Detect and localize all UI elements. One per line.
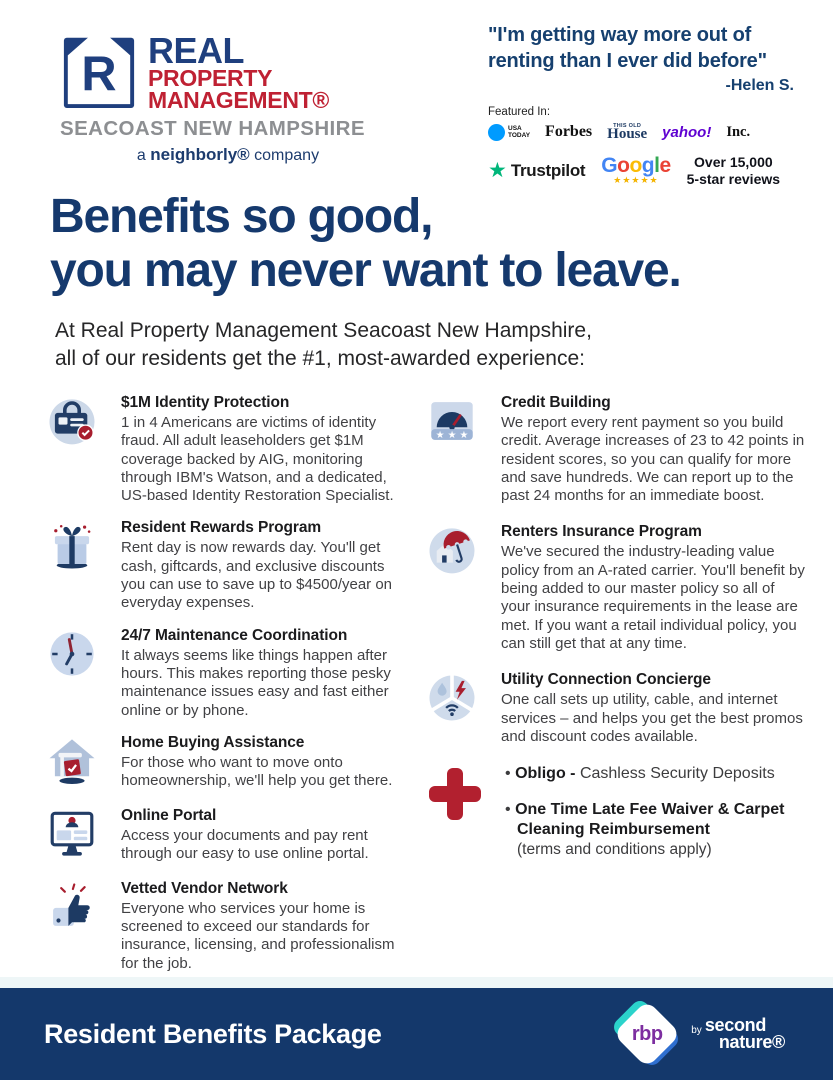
yahoo-logo: yahoo! — [662, 123, 712, 141]
this-old-house-logo: THIS OLD House — [607, 122, 648, 143]
brand-name: REAL PROPERTY MANAGEMENT® — [148, 30, 330, 114]
by-label: by — [691, 1024, 702, 1036]
benefit-body: One call sets up utility, cable, and int… — [501, 691, 803, 745]
benefit-title: 24/7 Maintenance Coordination — [121, 626, 348, 644]
benefit-body: Everyone who services your home is scree… — [121, 899, 395, 972]
hero-headline: Benefits so good, you may never want to … — [50, 190, 682, 298]
forbes-logo: Forbes — [545, 123, 593, 140]
footer-divider — [0, 977, 833, 988]
benefit-body: Access your documents and pay rent throu… — [121, 826, 369, 863]
benefit-title: Resident Rewards Program — [121, 519, 322, 537]
reviews-count: Over 15,000 5-star reviews — [686, 154, 781, 187]
svg-text:★ ★ ★: ★ ★ ★ — [436, 430, 469, 441]
brand-name-management: MANAGEMENT® — [148, 87, 330, 114]
benefit-vendor-network: Vetted Vendor Network Everyone who servi… — [45, 880, 409, 973]
benefit-body: We've secured the industry-leading value… — [501, 543, 805, 652]
thumbs-up-icon — [45, 880, 101, 973]
brand-tagline: a neighborly® company — [136, 145, 320, 164]
benefit-renters-insurance: Renters Insurance Program We've secured … — [425, 523, 807, 653]
benefit-body: Rent day is now rewards day. You'll get … — [121, 539, 393, 612]
benefit-identity-protection: $1M Identity Protection 1 in 4 Americans… — [45, 394, 409, 505]
extra-waiver-note: (terms and conditions apply) — [517, 841, 712, 859]
rpm-house-r-icon: R — [63, 28, 135, 108]
benefit-online-portal: Online Portal Access your documents and … — [45, 807, 409, 866]
umbrella-house-icon — [425, 523, 481, 653]
utilities-icon — [425, 671, 481, 746]
testimonial-attribution: -Helen S. — [725, 77, 794, 94]
credit-gauge-icon: ★ ★ ★ — [425, 394, 481, 505]
trustpilot-logo: ★ Trustpilot — [488, 159, 586, 183]
testimonial-quote: "I'm getting way more out of renting tha… — [488, 24, 767, 72]
rewards-gift-icon — [45, 519, 101, 612]
featured-in-label: Featured In: — [488, 106, 551, 118]
extra-item-waiver: • One Time Late Fee Waiver & Carpet Clea… — [505, 800, 807, 859]
benefit-title: Credit Building — [501, 394, 611, 411]
trustpilot-star-icon: ★ — [488, 159, 507, 183]
benefit-body: It always seems like things happen after… — [121, 646, 391, 719]
google-stars: ★★★★★ — [613, 175, 659, 186]
house-sold-sign-icon — [45, 734, 101, 793]
clock-icon — [45, 627, 101, 720]
extras-section: • Obligo - Cashless Security Deposits • … — [425, 764, 807, 875]
benefit-resident-rewards: Resident Rewards Program Rent day is now… — [45, 519, 409, 612]
benefit-title: Vetted Vendor Network — [121, 879, 288, 897]
footer-title: Resident Benefits Package — [44, 1018, 382, 1049]
extra-item-obligo: • Obligo - Cashless Security Deposits — [505, 765, 775, 783]
monitor-portal-icon — [45, 807, 101, 866]
benefit-body: For those who want to move onto homeowne… — [121, 753, 393, 790]
plus-icon — [425, 764, 485, 875]
benefit-credit-building: ★ ★ ★ Credit Building We report every re… — [425, 394, 807, 505]
svg-text:R: R — [81, 47, 116, 101]
benefit-title: Renters Insurance Program — [501, 523, 702, 541]
identity-protection-icon — [45, 394, 101, 505]
hero-subtext: At Real Property Management Seacoast New… — [55, 319, 592, 371]
testimonial-block: "I'm getting way more out of renting tha… — [488, 22, 794, 188]
benefit-body: 1 in 4 Americans are victims of identity… — [121, 414, 394, 505]
inc-logo: Inc. — [726, 123, 751, 140]
brand-region: SEACOAST NEW HAMPSHIRE — [60, 117, 365, 140]
benefit-title: Online Portal — [121, 806, 217, 824]
benefit-body: We report every rent payment so you buil… — [501, 414, 805, 505]
brand-name-real: REAL — [148, 30, 245, 71]
benefits-left-column: $1M Identity Protection 1 in 4 Americans… — [45, 394, 409, 987]
benefit-title: $1M Identity Protection — [121, 394, 290, 411]
benefit-title: Utility Connection Concierge — [501, 671, 711, 689]
usa-today-logo: USA TODAY — [488, 123, 530, 141]
second-nature-logo: by second nature® — [691, 1014, 785, 1052]
rbp-badge-icon: rbp — [610, 997, 682, 1069]
rbp-label: rbp — [631, 1022, 663, 1045]
benefit-title: Home Buying Assistance — [121, 733, 305, 751]
rbp-second-nature-logo: rbp by second nature® — [610, 997, 785, 1069]
brand-name-property: PROPERTY — [148, 65, 273, 92]
footer: Resident Benefits Package rbp by second … — [0, 988, 833, 1080]
benefits-right-column: ★ ★ ★ Credit Building We report every re… — [425, 394, 807, 876]
benefit-maintenance: 24/7 Maintenance Coordination It always … — [45, 627, 409, 720]
usa-today-circle-icon — [488, 123, 505, 141]
reviews-bar: ★ Trustpilot Google ★★★★★ Over 15,000 5-… — [488, 154, 794, 188]
press-bar: USA TODAY Forbes THIS OLD House yahoo! I… — [488, 122, 794, 143]
benefit-utility-concierge: Utility Connection Concierge One call se… — [425, 671, 807, 746]
benefit-home-buying: Home Buying Assistance For those who wan… — [45, 734, 409, 793]
google-logo: Google ★★★★★ — [601, 154, 671, 186]
rpm-logo: R REAL PROPERTY MANAGEMENT® SEACOAST NEW… — [60, 26, 396, 165]
